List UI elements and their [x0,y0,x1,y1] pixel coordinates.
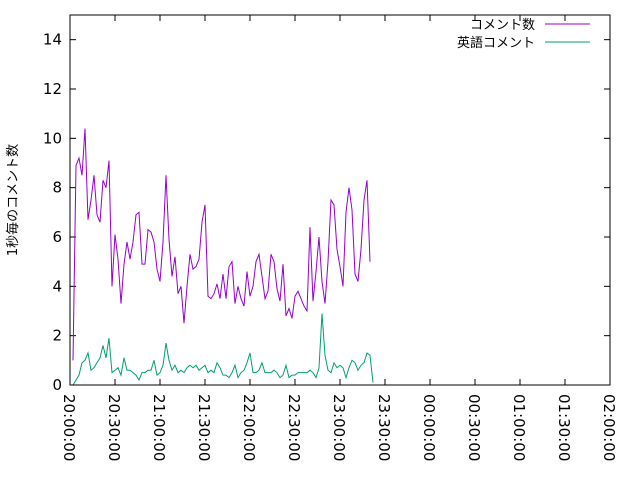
y-tick-label: 4 [52,277,62,295]
series-line-1 [72,313,374,386]
y-tick-label: 2 [52,327,62,345]
x-tick-label: 01:00:00 [510,394,528,461]
y-ticks: 0 2 4 6 8 10 12 14 [43,31,610,394]
y-axis-label: 1秒毎のコメント数 [5,144,21,256]
x-tick-label: 00:30:00 [465,394,483,461]
x-tick-label: 21:00:00 [150,394,168,461]
plot-frame [69,14,611,386]
y-tick-label: 0 [52,376,62,394]
x-tick-label: 21:30:00 [195,394,213,461]
series-line-0 [72,128,371,361]
x-tick-label: 02:00:00 [600,394,618,461]
y-axis-label-group: 1秒毎のコメント数 [5,144,21,256]
legend-label: コメント数 [470,18,535,33]
legend-label: 英語コメント [457,35,535,51]
x-ticks: 20:00:00 20:30:00 21:00:00 21:30:00 22:00:00… [60,15,618,461]
x-tick-label: 22:00:00 [240,394,258,461]
x-tick-label: 22:30:00 [285,394,303,461]
y-tick-label: 8 [52,179,62,197]
y-tick-label: 12 [43,80,62,98]
x-tick-label: 23:30:00 [375,394,393,461]
x-tick-label: 01:30:00 [555,394,573,461]
x-tick-label: 20:00:00 [60,394,78,461]
y-tick-label: 10 [43,129,62,147]
y-tick-label: 14 [43,31,62,49]
x-tick-label: 00:00:00 [420,394,438,461]
series-layer [72,128,374,386]
x-tick-label: 23:00:00 [330,394,348,461]
x-tick-label: 20:30:00 [105,394,123,461]
y-tick-label: 6 [52,228,62,246]
